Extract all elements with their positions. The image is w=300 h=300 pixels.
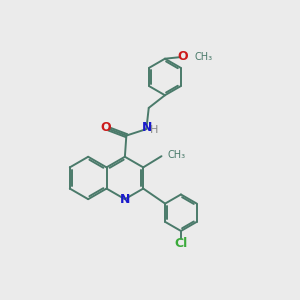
- Text: O: O: [177, 50, 188, 63]
- Text: CH₃: CH₃: [194, 52, 212, 62]
- Text: N: N: [120, 193, 130, 206]
- Text: Cl: Cl: [174, 237, 188, 250]
- Text: N: N: [142, 122, 152, 134]
- Text: H: H: [150, 125, 158, 135]
- Text: O: O: [100, 121, 111, 134]
- Text: CH₃: CH₃: [168, 150, 186, 160]
